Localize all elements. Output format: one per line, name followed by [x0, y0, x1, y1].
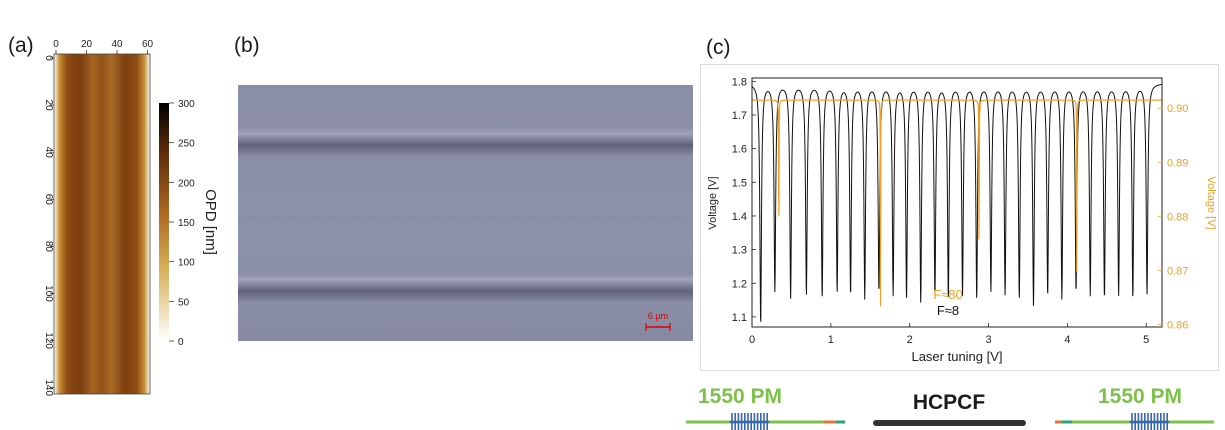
- colorbar: [159, 103, 169, 341]
- microscope-image: 6 µm: [238, 85, 693, 341]
- chart-border: [700, 64, 1219, 371]
- colorbar-label: OPD [nm]: [202, 189, 219, 255]
- x-tick-label: 40: [111, 39, 123, 50]
- y-tick-label-left: 1.4: [732, 211, 747, 223]
- x-tick-label: 3: [985, 334, 991, 346]
- transmission-chart: 0 1 2 3 4 5 1.1 1.2 1.3 1.4 1.5 1.6 1.7 1.8 0.86 0.87…: [700, 64, 1219, 371]
- y-tick-label-left: 1.5: [732, 177, 747, 189]
- x-tick-label: 20: [81, 39, 93, 50]
- y-axis-label-right: Voltage [V]: [1205, 176, 1217, 229]
- panel-label-b: (b): [234, 34, 260, 57]
- fiber-schematic: 1550 PM HCPCF 1550 PM: [686, 385, 1214, 430]
- y-tick-label: 40: [43, 147, 54, 159]
- x-tick-label: 4: [1064, 334, 1070, 346]
- y-tick-label: 80: [43, 241, 54, 253]
- y-tick-label-left: 1.3: [732, 245, 747, 257]
- fiber-bragg-grating-left: [730, 413, 770, 430]
- annotation-high-finesse: F≈80: [933, 287, 963, 302]
- y-tick-label-right: 0.86: [1167, 319, 1188, 331]
- x-tick-label: 1: [828, 334, 834, 346]
- y-tick-label: 120: [43, 332, 54, 349]
- y-tick-label-left: 1.2: [732, 278, 747, 290]
- series-line-low-finesse: [751, 83, 1163, 322]
- y-tick-label-left: 1.7: [732, 110, 747, 122]
- y-tick-label-left: 1.1: [732, 312, 747, 324]
- x-tick-label: 0: [749, 334, 755, 346]
- right-fiber-label: 1550 PM: [1098, 385, 1182, 408]
- plot-frame: [751, 77, 1163, 328]
- panel-label-c: (c): [706, 36, 731, 59]
- hcpcf-label: HCPCF: [913, 391, 986, 414]
- panel-label-a: (a): [8, 34, 34, 57]
- y-tick-label-right: 0.90: [1167, 103, 1188, 115]
- microscope-field: [238, 85, 693, 341]
- colorbar-tick-label: 50: [178, 297, 190, 308]
- y-tick-label-left: 1.8: [732, 76, 747, 88]
- colorbar-tick-label: 250: [178, 139, 195, 150]
- colorbar-tick-label: 100: [178, 258, 195, 269]
- colorbar-tick-label: 150: [178, 218, 195, 229]
- series-line-high-finesse: [752, 99, 1162, 307]
- y-tick-label-right: 0.87: [1167, 265, 1188, 277]
- annotation-low-finesse: F≈8: [937, 303, 959, 318]
- y-tick-label-right: 0.88: [1167, 211, 1188, 223]
- x-tick-label: 0: [53, 39, 59, 50]
- y-axis-label-left: Voltage [V]: [707, 176, 719, 229]
- y-tick-label-right: 0.89: [1167, 157, 1188, 169]
- y-tick-label: 20: [43, 100, 54, 112]
- y-tick-label: 140: [43, 379, 54, 396]
- fiber-bragg-grating-right: [1130, 413, 1170, 430]
- colorbar-tick-label: 200: [178, 178, 195, 189]
- colorbar-tick-label: 0: [178, 337, 184, 348]
- y-tick-label: 60: [43, 194, 54, 206]
- left-fiber-label: 1550 PM: [698, 385, 782, 408]
- scale-bar-label: 6 µm: [648, 311, 668, 321]
- opd-map-image: [54, 54, 150, 394]
- x-tick-label: 2: [907, 334, 913, 346]
- x-tick-label: 60: [142, 39, 154, 50]
- x-tick-label: 5: [1143, 334, 1149, 346]
- y-tick-label-left: 1.6: [732, 144, 747, 156]
- x-axis-label: Laser tuning [V]: [911, 349, 1002, 364]
- opd-map-frame: [53, 53, 151, 395]
- colorbar-tick-label: 300: [178, 99, 195, 110]
- opd-map-panel: 0 20 40 60 0 20 40 60 80 100 120 140 300 250 200 150 1…: [43, 39, 219, 396]
- y-tick-label: 0: [43, 55, 54, 61]
- y-tick-label: 100: [43, 285, 54, 302]
